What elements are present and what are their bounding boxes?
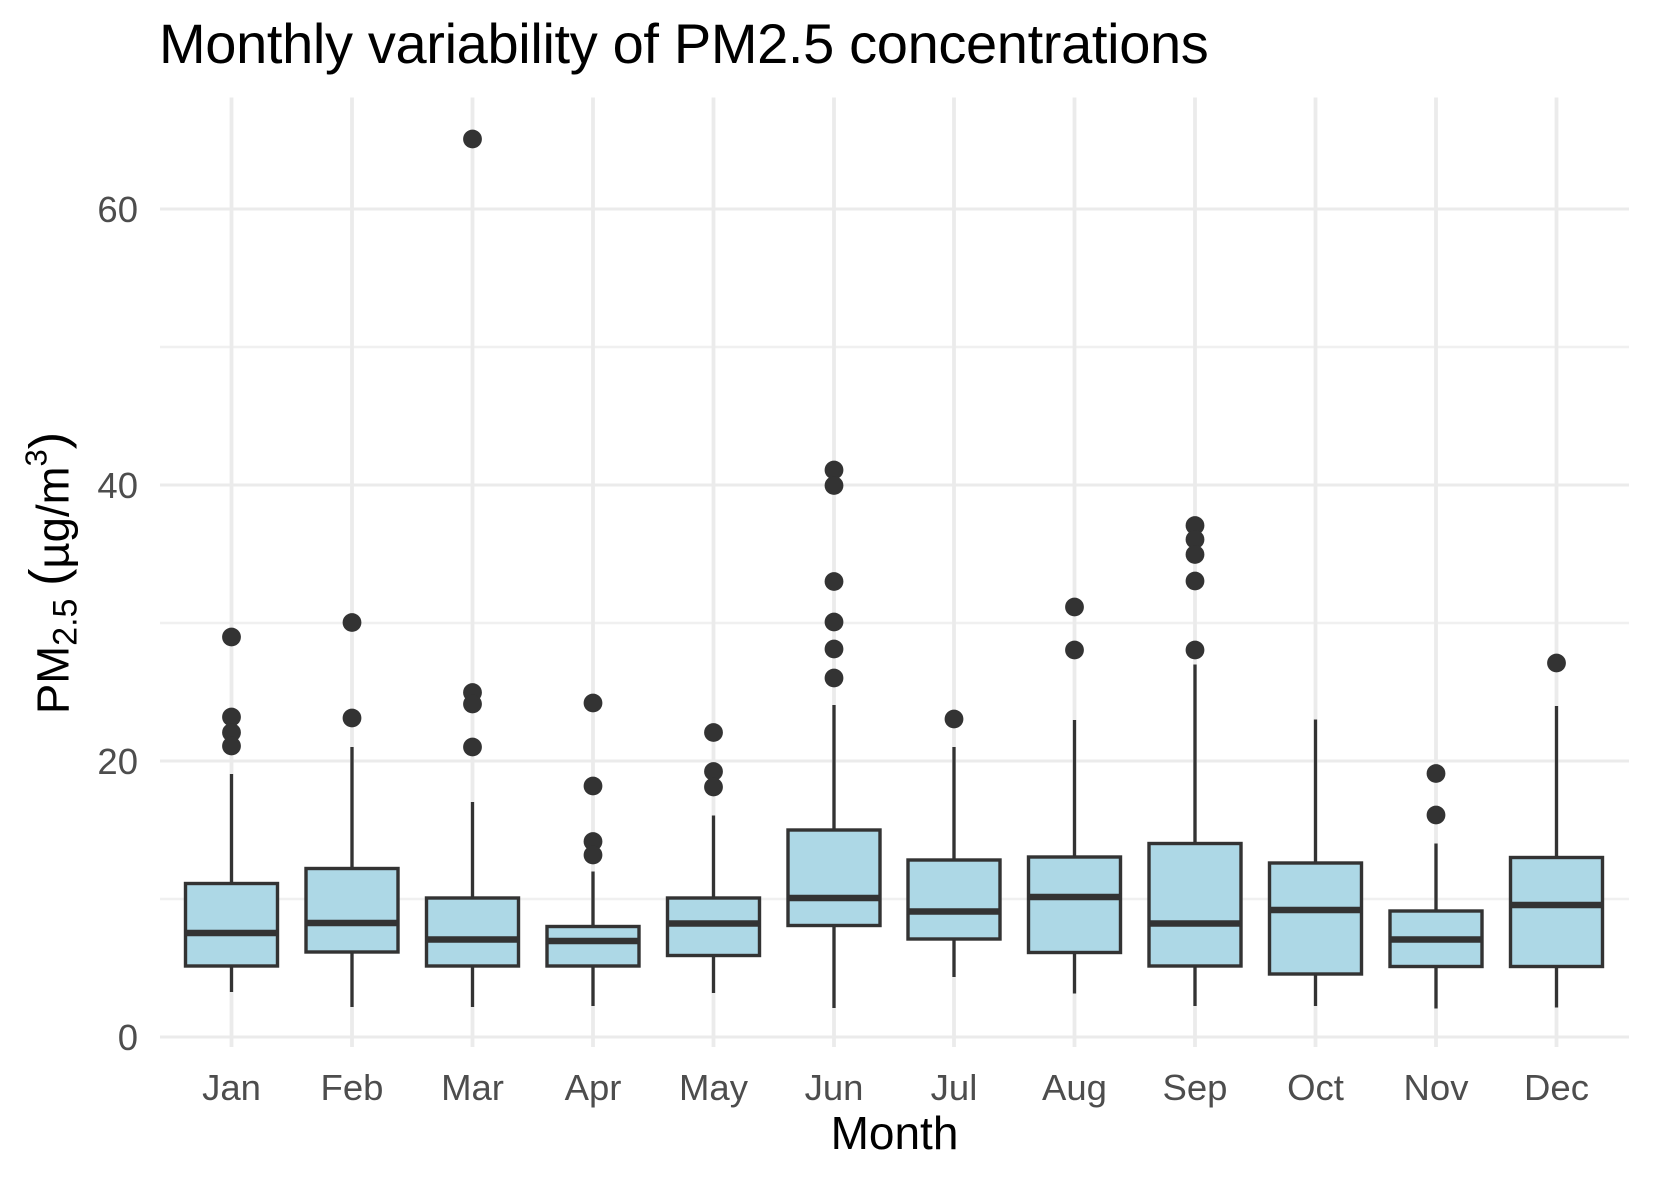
svg-text:Monthly variability of PM2.5 c: Monthly variability of PM2.5 concentrati…	[159, 12, 1208, 75]
svg-text:Mar: Mar	[441, 1067, 504, 1108]
svg-text:PM2.5 (µg/m3): PM2.5 (µg/m3)	[19, 432, 85, 714]
svg-text:20: 20	[97, 741, 138, 782]
svg-text:Jun: Jun	[805, 1067, 864, 1108]
svg-text:Oct: Oct	[1287, 1067, 1344, 1108]
svg-text:60: 60	[97, 189, 138, 230]
svg-text:Aug: Aug	[1042, 1067, 1107, 1108]
svg-text:Dec: Dec	[1524, 1067, 1589, 1108]
svg-text:May: May	[679, 1067, 749, 1108]
svg-text:Jan: Jan	[202, 1067, 261, 1108]
svg-text:Apr: Apr	[565, 1067, 622, 1108]
svg-text:Nov: Nov	[1404, 1067, 1470, 1108]
svg-text:0: 0	[118, 1017, 138, 1058]
svg-text:Feb: Feb	[321, 1067, 384, 1108]
svg-text:Sep: Sep	[1163, 1067, 1228, 1108]
svg-text:40: 40	[97, 465, 138, 506]
svg-text:Month: Month	[831, 1107, 959, 1159]
svg-text:Jul: Jul	[931, 1067, 978, 1108]
